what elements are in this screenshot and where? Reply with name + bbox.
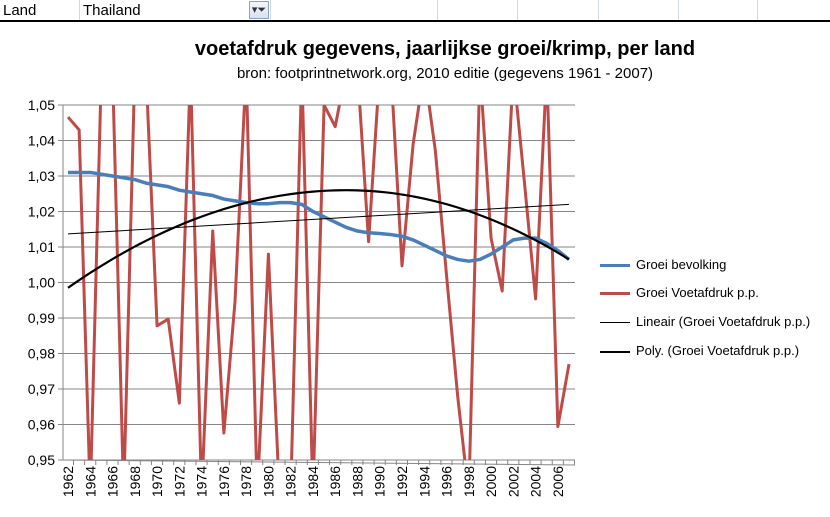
empty-cell[interactable] bbox=[271, 0, 438, 20]
x-tick-label: 1994 bbox=[416, 466, 432, 497]
x-tick-label: 1988 bbox=[349, 466, 365, 497]
trendline-poly bbox=[67, 189, 570, 289]
x-tick-label: 1990 bbox=[372, 466, 388, 497]
empty-cell[interactable] bbox=[599, 0, 679, 20]
legend-label: Lineair (Groei Voetafdruk p.p.) bbox=[636, 314, 811, 329]
y-tick-label: 0,95 bbox=[28, 452, 55, 468]
filter-row: Land Thailand ▾⏷ bbox=[0, 0, 830, 22]
y-tick-label: 0,99 bbox=[28, 310, 55, 326]
trendline-linear bbox=[67, 203, 570, 235]
y-tick-label: 1,03 bbox=[28, 168, 55, 184]
y-tick-label: 1,00 bbox=[28, 275, 55, 291]
y-tick-label: 1,02 bbox=[28, 204, 55, 220]
x-tick-label: 2002 bbox=[505, 466, 521, 497]
x-tick-label: 1968 bbox=[127, 466, 143, 497]
filter-dropdown-icon[interactable]: ▾⏷ bbox=[249, 1, 269, 19]
x-tick-label: 1966 bbox=[105, 466, 121, 497]
x-tick-label: 1992 bbox=[394, 466, 410, 497]
x-tick-label: 1984 bbox=[305, 466, 321, 497]
x-tick-label: 1970 bbox=[149, 466, 165, 497]
x-tick-label: 2006 bbox=[550, 466, 566, 497]
y-tick-label: 1,01 bbox=[28, 239, 55, 255]
y-tick-label: 0,96 bbox=[28, 417, 55, 433]
x-tick-label: 2004 bbox=[528, 466, 544, 497]
x-tick-label: 1982 bbox=[283, 466, 299, 497]
chart-title: voetafdruk gegevens, jaarlijkse groei/kr… bbox=[194, 38, 696, 60]
series-line-groei-bevolking bbox=[68, 170, 571, 263]
empty-cell[interactable] bbox=[518, 0, 599, 20]
land-label-cell[interactable]: Land bbox=[0, 0, 80, 20]
legend-swatch bbox=[600, 351, 630, 353]
x-tick-label: 2000 bbox=[483, 466, 499, 497]
x-tick-label: 1980 bbox=[260, 466, 276, 497]
x-tick-label: 1972 bbox=[171, 466, 187, 497]
x-tick-label: 1974 bbox=[194, 466, 210, 497]
y-tick-label: 1,05 bbox=[28, 97, 55, 113]
land-value-cell[interactable]: Thailand bbox=[80, 0, 271, 20]
y-tick-label: 1,04 bbox=[28, 133, 55, 149]
empty-cell[interactable] bbox=[679, 0, 758, 20]
x-tick bbox=[62, 459, 576, 466]
x-tick-label: 1986 bbox=[327, 466, 343, 497]
x-tick-label: 1976 bbox=[216, 466, 232, 497]
x-tick-label: 1962 bbox=[60, 466, 76, 497]
legend-label: Groei Voetafdruk p.p. bbox=[636, 285, 759, 300]
x-tick-label: 1998 bbox=[461, 466, 477, 497]
x-tick-label: 1978 bbox=[238, 466, 254, 497]
x-tick-label: 1964 bbox=[82, 466, 98, 497]
y-tick-label: 0,97 bbox=[28, 381, 55, 397]
chart-subtitle: bron: footprintnetwork.org, 2010 editie … bbox=[236, 65, 654, 82]
legend-swatch bbox=[600, 292, 630, 295]
legend-swatch bbox=[600, 264, 630, 267]
series-line-groei-voetafdruk bbox=[66, 105, 571, 460]
legend-label: Poly. (Groei Voetafdruk p.p.) bbox=[636, 343, 800, 358]
legend-swatch bbox=[600, 322, 630, 323]
y-tick-label: 0,98 bbox=[28, 346, 55, 362]
x-tick-label: 1996 bbox=[439, 466, 455, 497]
legend-label: Groei bevolking bbox=[636, 257, 727, 272]
empty-cell[interactable] bbox=[438, 0, 518, 20]
